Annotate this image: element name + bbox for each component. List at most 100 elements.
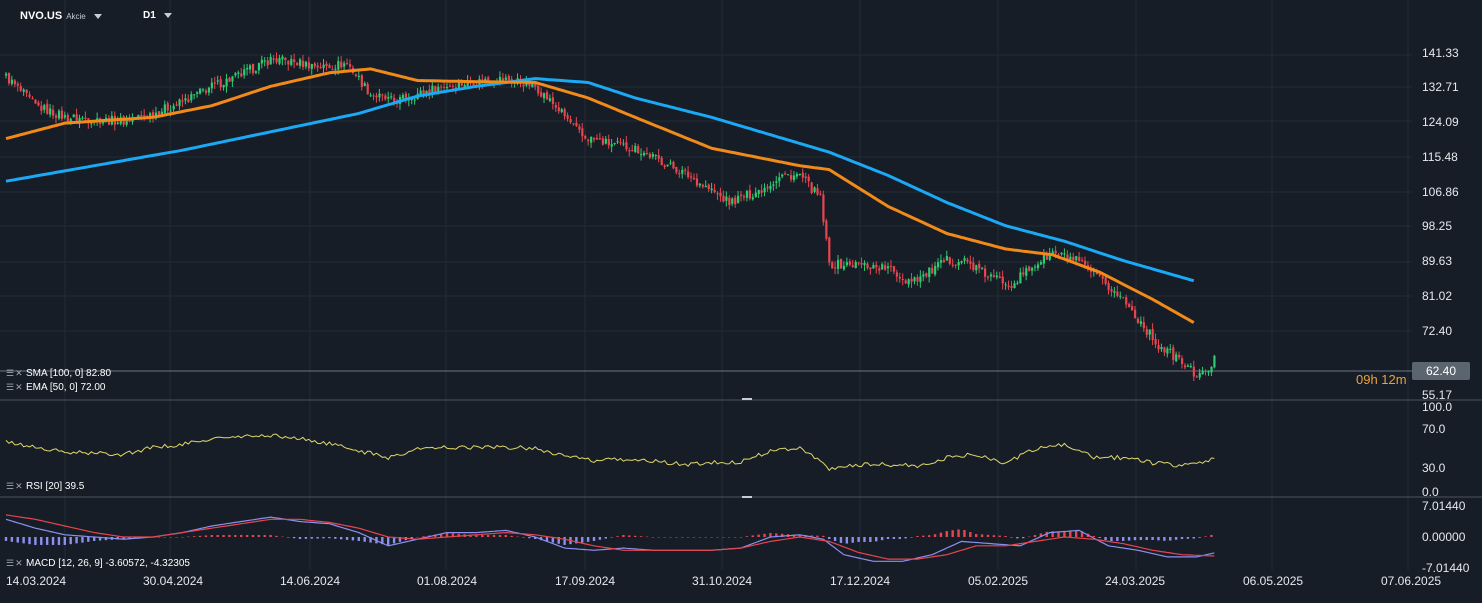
macd-histogram-bar (1092, 536, 1095, 537)
candle (281, 56, 284, 60)
candle (28, 94, 31, 97)
macd-histogram-bar (939, 532, 943, 537)
candle (795, 173, 799, 177)
candle (225, 78, 228, 87)
macd-histogram-bar (63, 537, 66, 545)
macd-histogram-bar (10, 537, 14, 542)
candle (1128, 303, 1131, 308)
candle (837, 259, 840, 269)
candle (692, 177, 696, 180)
candle (166, 103, 169, 111)
macd-histogram-bar (387, 537, 390, 545)
macd-histogram-bar (880, 537, 884, 541)
candle (804, 176, 807, 179)
macd-histogram-bar (522, 537, 525, 538)
ema-legend[interactable]: ☰✕ EMA [50, 0] 72.00 (6, 382, 106, 393)
candle (251, 63, 255, 73)
candle (557, 107, 560, 112)
macd-histogram-bar (116, 537, 119, 540)
macd-histogram-bar (1145, 537, 1148, 540)
chevron-down-icon (163, 12, 172, 18)
candle (698, 183, 702, 186)
candle (434, 86, 437, 93)
macd-histogram-bar (633, 535, 637, 537)
candle (757, 190, 760, 194)
candle (792, 175, 796, 180)
candle (37, 102, 40, 106)
symbol-selector[interactable]: NVO.US Akcie (20, 10, 102, 22)
candle (760, 190, 763, 193)
candle (740, 194, 743, 196)
timeframe-selector[interactable]: D1 (143, 10, 172, 21)
candle (1139, 321, 1143, 325)
macd-axis-tick-label: 0.00000 (1422, 530, 1466, 544)
macd-histogram-bar (663, 537, 666, 538)
macd-histogram-bar (792, 534, 796, 537)
panel-resize-handle[interactable] (742, 398, 752, 400)
candle (695, 178, 699, 186)
sma-line (5, 77, 1195, 283)
rsi-legend[interactable]: ☰✕ RSI [20] 39.5 (6, 481, 84, 492)
date-axis-tick-label: 30.04.2024 (143, 574, 203, 588)
macd-histogram-bar (716, 537, 719, 538)
candle (1051, 251, 1054, 254)
candle (316, 65, 319, 68)
candle (904, 280, 907, 284)
macd-histogram-bar (563, 537, 566, 545)
price-axis-tick-label: 89.63 (1422, 254, 1452, 268)
candle (972, 262, 975, 271)
candle (581, 128, 584, 137)
candle (213, 82, 216, 84)
macd-histogram-bar (210, 535, 213, 537)
settings-icon[interactable]: ☰✕ (6, 382, 24, 392)
candle (678, 173, 681, 175)
candle (457, 82, 460, 89)
macd-histogram-bar (592, 537, 596, 541)
candle (5, 73, 8, 76)
candle (857, 262, 860, 264)
candle (1181, 358, 1184, 365)
candle (428, 89, 431, 94)
candle (1160, 346, 1163, 350)
candle (831, 262, 834, 269)
candle (337, 61, 340, 70)
macd-histogram-bar (181, 537, 184, 538)
candle (719, 192, 722, 197)
macd-histogram-bar (498, 535, 502, 537)
macd-histogram-bar (328, 537, 331, 539)
settings-icon[interactable]: ☰✕ (6, 481, 24, 491)
candle (534, 81, 537, 87)
candle (237, 72, 240, 74)
candle (340, 61, 343, 68)
candle (810, 182, 813, 194)
macd-histogram-bar (728, 537, 731, 538)
candle (1098, 274, 1101, 276)
candle (404, 93, 408, 100)
macd-histogram-bar (545, 537, 549, 542)
instrument-type-label: Akcie (66, 12, 86, 21)
candle (651, 154, 654, 157)
candle (593, 138, 596, 140)
settings-icon[interactable]: ☰✕ (6, 368, 24, 378)
candle (1101, 276, 1104, 279)
candle (290, 58, 293, 65)
candle (854, 262, 857, 269)
candle (960, 261, 963, 263)
macd-histogram-bar (416, 537, 419, 538)
candle (360, 75, 363, 87)
macd-histogram-bar (1004, 536, 1007, 537)
macd-histogram-bar (298, 537, 302, 539)
candle (78, 117, 81, 123)
candle (410, 98, 413, 101)
candle (928, 267, 931, 278)
settings-icon[interactable]: ☰✕ (6, 558, 24, 568)
sma-legend[interactable]: ☰✕ SMA [100, 0] 82.80 (6, 368, 111, 379)
candle (1110, 289, 1113, 292)
macd-histogram-bar (957, 529, 960, 537)
macd-legend[interactable]: ☰✕ MACD [12, 26, 9] -3.60572, -4.32305 (6, 558, 190, 569)
macd-histogram-bar (551, 537, 555, 543)
panel-resize-handle[interactable] (742, 496, 752, 498)
candle (766, 186, 769, 189)
macd-histogram-bar (81, 537, 84, 543)
